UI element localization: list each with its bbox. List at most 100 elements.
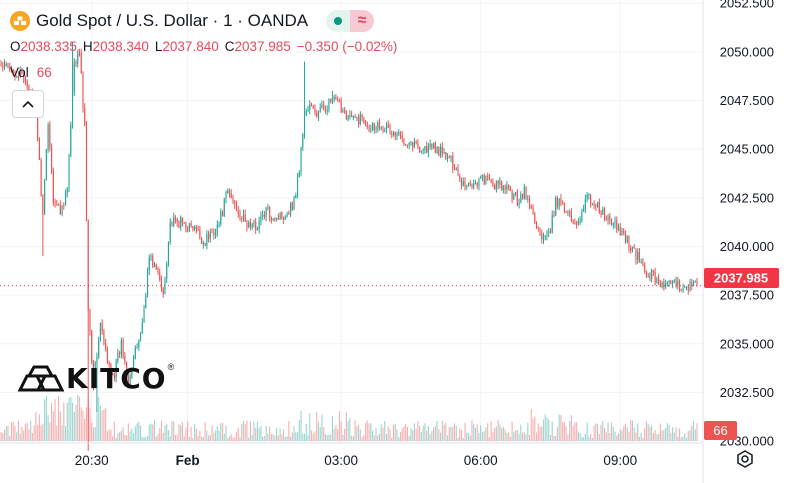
symbol-title[interactable]: Gold Spot / U.S. Dollar · 1 · OANDA <box>36 11 309 30</box>
last-price-badge: 2037.985 <box>704 268 779 288</box>
candle-body <box>141 322 143 334</box>
candle-body <box>637 252 639 260</box>
candle-body <box>368 127 370 131</box>
candle-body <box>452 156 454 169</box>
candle-body <box>181 217 183 223</box>
candle-body <box>605 219 607 221</box>
volume-bar <box>363 434 365 441</box>
candle-body <box>312 105 314 109</box>
volume-bar <box>481 432 484 441</box>
volume-bar <box>262 436 264 441</box>
volume-bar <box>659 423 661 441</box>
volume-bar <box>45 395 47 441</box>
candle-body <box>680 289 682 291</box>
volume-bar <box>279 428 281 441</box>
candle-body <box>239 213 241 219</box>
volume-bar <box>581 436 583 441</box>
volume-bar <box>286 436 288 441</box>
status-pill[interactable]: ≈ <box>326 10 375 32</box>
candle-body <box>51 147 53 171</box>
volume-bar <box>59 411 61 441</box>
candle-body <box>569 212 571 214</box>
candle-body <box>40 159 42 196</box>
candle-body <box>314 108 316 114</box>
last-volume-label: 66 <box>713 423 727 438</box>
candle-body <box>94 362 96 387</box>
candle-body <box>455 168 457 170</box>
settings-icon[interactable] <box>737 450 753 468</box>
candle-body <box>214 232 217 236</box>
symbol-legend[interactable]: Gold Spot / U.S. Dollar · 1 · OANDA ≈ <box>10 10 375 32</box>
collapse-legend-button[interactable] <box>12 90 44 118</box>
volume-bar <box>56 425 58 441</box>
candle-body <box>689 282 691 291</box>
candle-body <box>586 194 588 200</box>
candle-body <box>64 193 67 206</box>
candle-body <box>448 157 450 159</box>
candle-body <box>528 199 531 206</box>
volume-bar <box>370 423 372 441</box>
volume-bar <box>28 428 30 441</box>
volume-bar <box>687 430 689 441</box>
candle-body <box>2 66 4 68</box>
volume-bar <box>544 414 546 441</box>
volume-bar <box>612 426 614 441</box>
candle-body <box>675 279 677 286</box>
volume-bar <box>24 423 26 441</box>
volume-bar <box>440 432 442 441</box>
candle-body <box>436 147 438 153</box>
candle-body <box>218 223 220 225</box>
volume-bar <box>162 432 164 441</box>
candle-body <box>289 202 292 215</box>
volume-bar <box>110 429 112 441</box>
candle-body <box>685 286 688 288</box>
price-axis[interactable] <box>703 0 786 483</box>
candle-body <box>630 248 632 251</box>
candle-body <box>295 195 297 198</box>
candle-body <box>38 139 40 160</box>
volume-bar <box>218 430 220 441</box>
candle-body <box>209 232 211 239</box>
volume-bar <box>272 434 274 441</box>
volume-bar <box>605 432 607 441</box>
volume-bar <box>310 430 313 441</box>
candle-body <box>668 281 670 283</box>
volume-bar <box>497 420 499 441</box>
candle-body <box>134 347 136 360</box>
volume-bar <box>624 423 627 441</box>
volume-bar <box>619 429 621 441</box>
volume-bar <box>284 436 286 441</box>
volume-bar <box>126 435 128 441</box>
candle-body <box>263 214 265 218</box>
volume-bar <box>565 426 567 441</box>
volume-bar <box>361 437 363 441</box>
candle-body <box>420 150 422 152</box>
volume-bar <box>328 434 330 441</box>
volume-bar <box>583 437 585 441</box>
candle-body <box>157 269 159 273</box>
volume-bar <box>173 420 175 441</box>
candle-body <box>441 146 443 154</box>
volume-bar <box>666 423 668 441</box>
volume-bar <box>638 436 641 441</box>
candle-body <box>71 92 74 125</box>
volume-bar <box>460 429 463 441</box>
volume-bar <box>21 427 23 441</box>
volume-bar <box>206 430 208 441</box>
candle-body <box>84 107 86 126</box>
candle-body <box>21 69 23 75</box>
volume-legend[interactable]: Vol 66 <box>10 65 58 80</box>
candle-body <box>110 364 112 373</box>
candle-body <box>270 217 272 220</box>
candle-body <box>530 205 532 209</box>
candle-body <box>146 270 149 296</box>
candle-body <box>595 205 597 207</box>
candle-body <box>677 280 679 286</box>
candle-body <box>438 147 440 156</box>
volume-bar <box>696 423 698 441</box>
volume-bar <box>208 435 210 441</box>
volume-bar <box>448 426 450 441</box>
volume-bar <box>338 411 340 441</box>
candle-body <box>333 96 335 100</box>
